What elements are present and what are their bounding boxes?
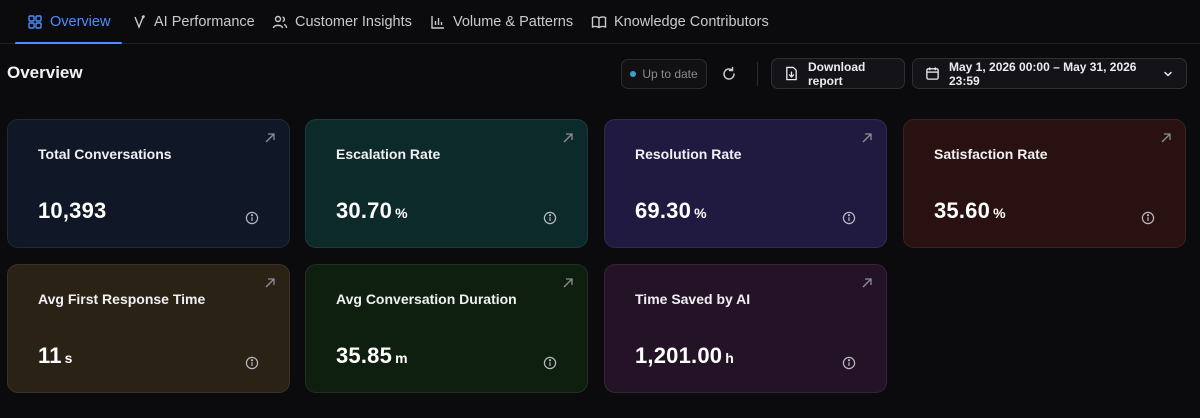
metric-value: 11 s (38, 343, 73, 368)
download-icon (784, 66, 799, 81)
grid-icon (27, 14, 43, 30)
metric-card-total-conversations[interactable]: Total Conversations 10,393 (7, 119, 290, 248)
tab-label: Volume & Patterns (453, 14, 574, 30)
status-dot-icon (630, 71, 637, 77)
metric-value: 35.60% (934, 198, 1006, 223)
metric-value: 35.85 m (336, 343, 408, 368)
date-range-picker[interactable]: May 1, 2026 00:00 – May 31, 2026 23:59 (912, 58, 1187, 89)
metric-label: Avg First Response Time (38, 291, 206, 307)
ai-icon (131, 14, 147, 30)
metric-card-escalation-rate[interactable]: Escalation Rate 30.70% (305, 119, 588, 248)
metric-label: Total Conversations (38, 146, 172, 162)
tab-volume-patterns[interactable]: Volume & Patterns (430, 0, 573, 44)
download-label: Download report (808, 59, 866, 88)
bar-chart-icon (430, 14, 446, 30)
page-title: Overview (7, 63, 83, 82)
info-icon[interactable] (1141, 211, 1155, 225)
book-icon (591, 14, 607, 30)
info-icon[interactable] (842, 211, 856, 225)
metric-value: 10,393 (38, 198, 107, 223)
info-icon[interactable] (842, 356, 856, 370)
tab-customer-insights[interactable]: Customer Insights (272, 0, 412, 44)
tab-label: Knowledge Contributors (614, 14, 769, 30)
info-icon[interactable] (543, 356, 557, 370)
tab-label: Customer Insights (295, 14, 412, 30)
tab-knowledge-contributors[interactable]: Knowledge Contributors (591, 0, 769, 44)
metric-label: Escalation Rate (336, 146, 441, 162)
date-range-text: May 1, 2026 00:00 – May 31, 2026 23:59 (949, 59, 1137, 88)
chevron-down-icon (1162, 68, 1174, 80)
download-report-button[interactable]: Download report (771, 58, 905, 89)
status-badge: Up to date (621, 59, 707, 89)
metric-card-time-saved-by-ai[interactable]: Time Saved by AI 1,201.00 h (604, 264, 887, 393)
metric-label: Time Saved by AI (635, 291, 751, 307)
refresh-icon (721, 66, 737, 82)
metric-label: Satisfaction Rate (934, 146, 1048, 162)
metric-card-avg-conversation-duration[interactable]: Avg Conversation Duration 35.85 m (305, 264, 588, 393)
tab-bar: Overview AI Performance Customer Insight… (0, 0, 1200, 44)
metric-value: 69.30% (635, 198, 707, 223)
metric-label: Resolution Rate (635, 146, 742, 162)
arrow-up-right-icon[interactable] (562, 132, 574, 144)
info-icon[interactable] (543, 211, 557, 225)
tab-label: AI Performance (154, 14, 255, 30)
arrow-up-right-icon[interactable] (1160, 132, 1172, 144)
tab-overview[interactable]: Overview (14, 0, 123, 44)
refresh-button[interactable] (716, 59, 742, 89)
metric-label: Avg Conversation Duration (336, 291, 517, 307)
info-icon[interactable] (245, 356, 259, 370)
arrow-up-right-icon[interactable] (861, 277, 873, 289)
tab-ai-performance[interactable]: AI Performance (131, 0, 255, 44)
arrow-up-right-icon[interactable] (861, 132, 873, 144)
tab-label: Overview (50, 14, 111, 30)
metric-value: 30.70% (336, 198, 408, 223)
arrow-up-right-icon[interactable] (264, 277, 276, 289)
status-text: Up to date (642, 67, 698, 81)
info-icon[interactable] (245, 211, 259, 225)
metric-card-avg-first-response-time[interactable]: Avg First Response Time 11 s (7, 264, 290, 393)
calendar-icon (925, 66, 940, 81)
divider (757, 62, 758, 86)
arrow-up-right-icon[interactable] (264, 132, 276, 144)
metric-value: 1,201.00 h (635, 343, 735, 368)
metric-card-resolution-rate[interactable]: Resolution Rate 69.30% (604, 119, 887, 248)
metric-card-satisfaction-rate[interactable]: Satisfaction Rate 35.60% (903, 119, 1186, 248)
users-icon (272, 14, 288, 30)
arrow-up-right-icon[interactable] (562, 277, 574, 289)
